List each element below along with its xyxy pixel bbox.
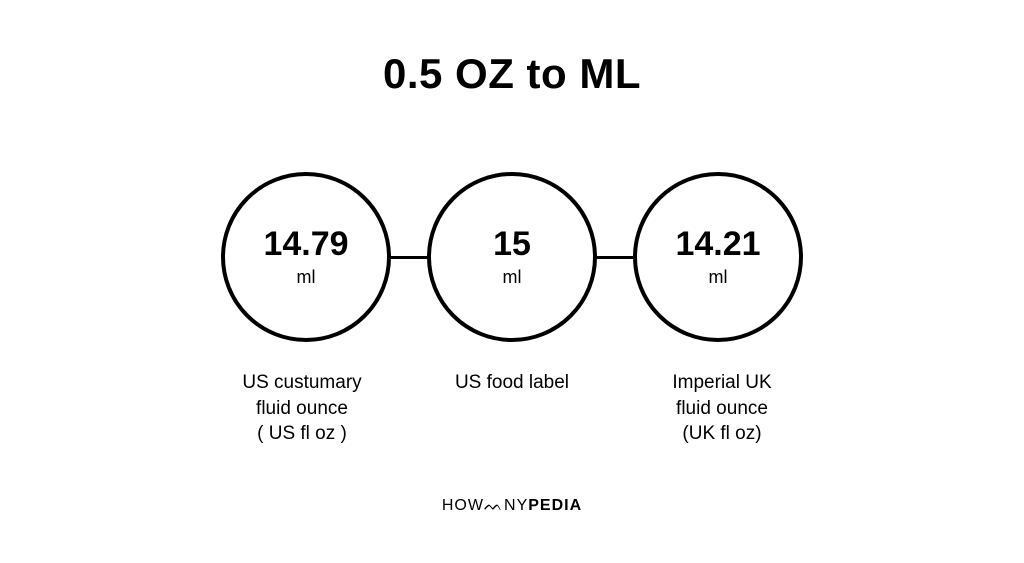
circle-us-food-label: 15 ml [427,172,597,342]
value-imperial-uk: 14.21 [675,227,760,261]
brand-right: PEDIA [528,497,582,514]
brand-left: HOW [442,497,484,514]
brand-footer: HOWᨓNYPEDIA [0,497,1024,515]
value-us-food-label: 15 [493,227,531,261]
unit-us-food-label: ml [503,267,522,288]
label-us-customary: US custumary fluid ounce ( US fl oz ) [197,370,407,447]
value-us-customary: 14.79 [263,227,348,261]
label-us-food-label: US food label [407,370,617,396]
connector-1 [389,256,429,259]
page: 0.5 OZ to ML 14.79 ml 15 ml 14.21 ml US … [0,0,1024,563]
connector-2 [595,256,635,259]
circle-us-customary: 14.79 ml [221,172,391,342]
page-title: 0.5 OZ to ML [0,50,1024,98]
circle-row: 14.79 ml 15 ml 14.21 ml [0,172,1024,342]
unit-us-customary: ml [297,267,316,288]
label-imperial-uk: Imperial UK fluid ounce (UK fl oz) [617,370,827,447]
circle-imperial-uk: 14.21 ml [633,172,803,342]
brand-mid-after: NY [504,497,528,514]
labels-row: US custumary fluid ounce ( US fl oz ) US… [0,370,1024,447]
unit-imperial-uk: ml [709,267,728,288]
brand-glyph-icon: ᨓ [484,497,504,514]
